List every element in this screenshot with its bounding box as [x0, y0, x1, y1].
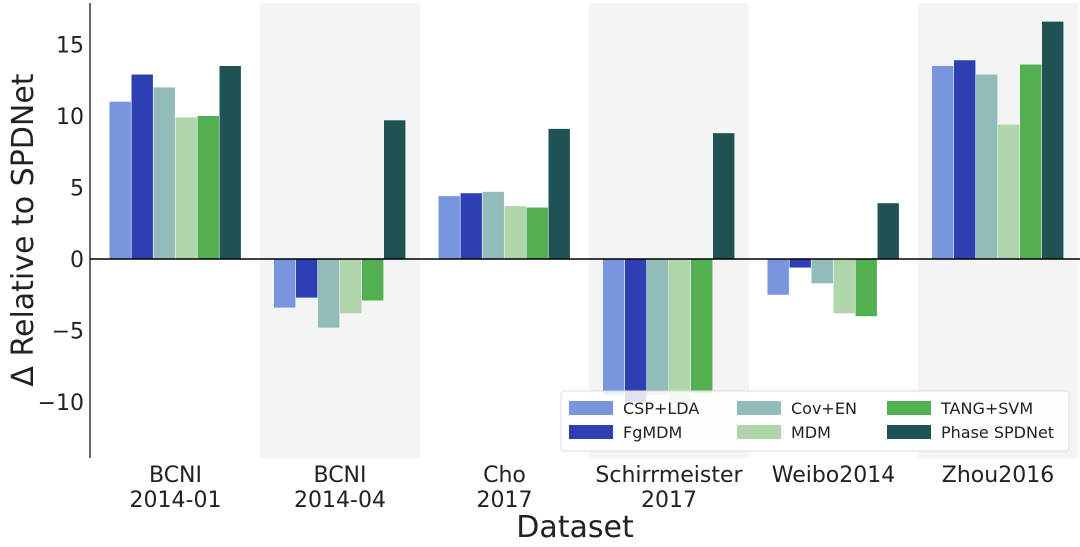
bar-fgmdm-0 [131, 74, 153, 259]
bar-mdm-0 [175, 117, 197, 260]
bar-mdm-4 [833, 259, 855, 314]
legend-label-phase-spdnet: Phase SPDNet [941, 423, 1054, 442]
legend-label-tang-svm: TANG+SVM [940, 399, 1033, 418]
legend-swatch-fgmdm [569, 425, 613, 439]
y-tick-label-neg5: −5 [52, 320, 84, 345]
bar-phase-spdnet-0 [219, 65, 241, 259]
bar-mdm-1 [340, 259, 362, 314]
x-tick-sublabel-2: 2017 [477, 488, 533, 513]
bar-csp-lda-2 [438, 196, 460, 259]
bar-phase-spdnet-2 [548, 128, 570, 259]
bar-fgmdm-3 [625, 259, 647, 402]
bar-cov-en-2 [482, 191, 504, 259]
x-tick-label-2: Cho [483, 463, 526, 488]
x-tick-label-1: BCNI [313, 463, 366, 488]
bar-tang-svm-1 [362, 259, 384, 301]
legend-swatch-mdm [737, 425, 781, 439]
bar-cov-en-4 [811, 259, 833, 284]
bar-phase-spdnet-3 [713, 133, 735, 259]
bar-tang-svm-2 [526, 207, 548, 259]
y-axis-title: Δ Relative to SPDNet [6, 73, 41, 386]
bar-mdm-3 [669, 259, 691, 407]
bar-fgmdm-4 [789, 259, 811, 268]
bar-mdm-5 [998, 124, 1020, 259]
bar-mdm-2 [504, 206, 526, 259]
x-tick-label-0: BCNI [149, 463, 202, 488]
legend-box [560, 390, 1070, 452]
bar-phase-spdnet-1 [384, 120, 406, 259]
legend-swatch-csp-lda [569, 401, 613, 415]
x-axis-title: Dataset [516, 510, 634, 545]
bars-layer [109, 21, 1064, 407]
x-tick-label-5: Zhou2016 [942, 463, 1054, 488]
bar-csp-lda-4 [767, 259, 789, 295]
bar-cov-en-5 [976, 74, 998, 259]
tick-labels-layer: −10−5051015BCNI2014-01BCNI2014-04Cho2017… [38, 34, 1055, 514]
legend-label-fgmdm: FgMDM [623, 423, 682, 442]
legend-label-cov-en: Cov+EN [791, 399, 857, 418]
bar-fgmdm-2 [460, 193, 482, 259]
x-tick-label-4: Weibo2014 [772, 463, 896, 488]
bar-cov-en-3 [647, 259, 669, 395]
legend-label-mdm: MDM [791, 423, 831, 442]
x-tick-label-3: Schirrmeister [595, 463, 743, 488]
bar-cov-en-0 [153, 87, 175, 260]
bar-tang-svm-4 [855, 259, 877, 317]
y-tick-label-15: 15 [56, 34, 84, 59]
bar-csp-lda-0 [109, 101, 131, 259]
axes-layer [89, 3, 1080, 458]
x-tick-sublabel-0: 2014-01 [130, 488, 222, 513]
bar-csp-lda-3 [603, 259, 625, 395]
bar-fgmdm-5 [954, 60, 976, 260]
bar-tang-svm-0 [197, 116, 219, 259]
y-tick-label-5: 5 [70, 177, 84, 202]
bar-phase-spdnet-4 [877, 203, 899, 259]
y-tick-label-neg10: −10 [38, 391, 84, 416]
y-tick-label-10: 10 [56, 105, 84, 130]
legend-swatch-cov-en [737, 401, 781, 415]
x-tick-sublabel-1: 2014-04 [294, 488, 386, 513]
bar-phase-spdnet-5 [1042, 21, 1064, 260]
legend: CSP+LDA FgMDM Cov+EN MDM TANG+SVM Phase SPDNe… [560, 390, 1070, 452]
bar-csp-lda-1 [274, 259, 296, 308]
legend-label-csp-lda: CSP+LDA [623, 399, 699, 418]
legend-swatch-phase-spdnet [887, 425, 931, 439]
bar-csp-lda-5 [932, 65, 954, 259]
bar-tang-svm-5 [1020, 64, 1042, 260]
x-tick-sublabel-3: 2017 [641, 488, 697, 513]
legend-swatch-tang-svm [887, 401, 931, 415]
bar-fgmdm-1 [296, 259, 318, 298]
bar-tang-svm-3 [691, 259, 713, 394]
y-tick-label-0: 0 [70, 248, 84, 273]
bar-cov-en-1 [318, 259, 340, 328]
